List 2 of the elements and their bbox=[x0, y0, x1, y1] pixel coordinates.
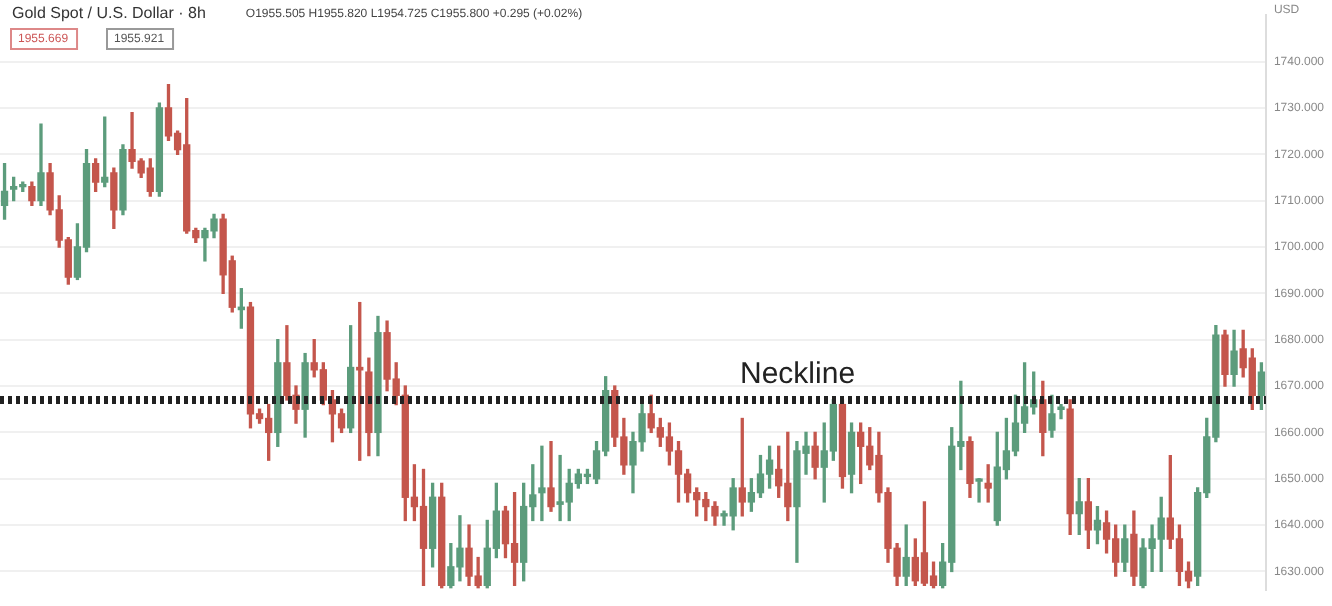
ref-line-label: Neckline bbox=[740, 357, 856, 392]
chart-title: Gold Spot / U.S. Dollar · 8h bbox=[12, 4, 206, 23]
